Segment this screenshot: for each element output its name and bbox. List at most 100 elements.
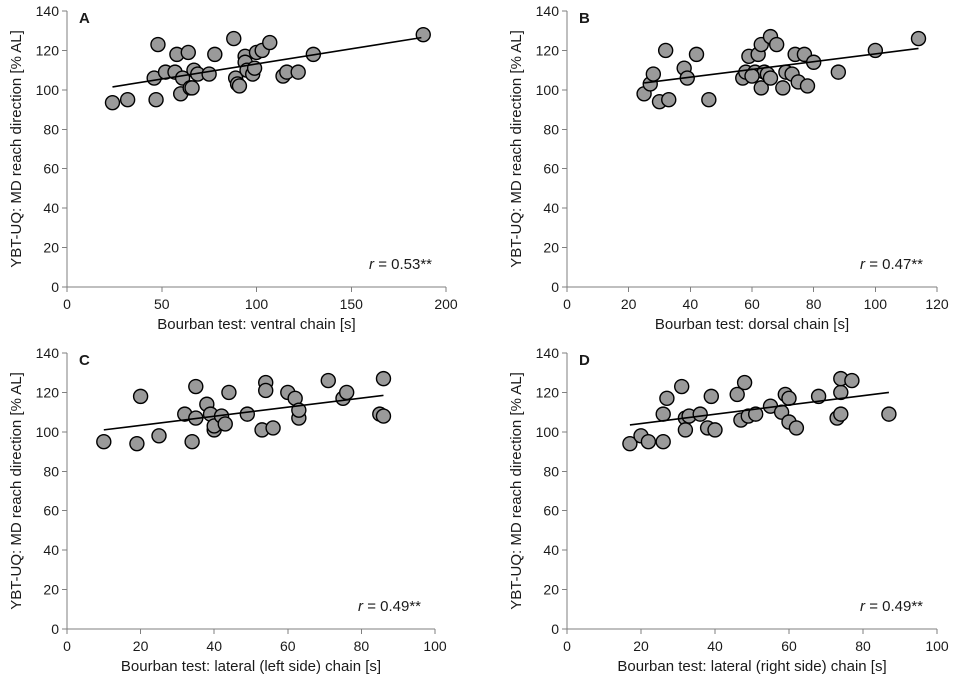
y-axis-title: YBT-UQ: MD reach direction [% AL]: [8, 30, 25, 268]
data-point: [129, 435, 145, 452]
y-tick-label: 40: [43, 542, 59, 558]
y-tick-label: 140: [36, 345, 60, 361]
x-axis-title: Bourban test: ventral chain [s]: [157, 316, 355, 333]
x-tick-label: 60: [744, 296, 760, 312]
correlation-symbol: r: [860, 598, 866, 615]
y-tick-label: 120: [536, 42, 560, 58]
x-tick-label: 100: [925, 638, 949, 654]
data-point: [657, 42, 674, 59]
x-tick-label: 80: [354, 638, 370, 654]
data-point: [148, 92, 164, 108]
data-point: [262, 34, 278, 51]
data-point: [338, 384, 355, 401]
x-tick-label: 120: [925, 296, 949, 312]
y-tick-label: 140: [536, 345, 560, 361]
x-tick-label: 20: [133, 638, 149, 654]
data-point: [701, 92, 717, 108]
data-point: [744, 68, 760, 84]
y-tick-label: 80: [43, 463, 59, 479]
data-point: [867, 42, 884, 59]
y-axis-title: YBT-UQ: MD reach direction [% AL]: [508, 372, 525, 610]
panel-letter: A: [79, 10, 90, 27]
data-point: [132, 388, 149, 405]
data-point: [703, 388, 719, 405]
data-point: [688, 46, 705, 63]
correlation-value: = 0.53**: [374, 256, 432, 273]
data-point: [217, 416, 233, 432]
data-point: [677, 422, 694, 438]
correlation-label: r = 0.49**: [358, 598, 421, 615]
data-point: [645, 66, 662, 82]
data-point: [119, 92, 136, 108]
y-tick-label: 60: [43, 503, 59, 519]
data-point: [188, 378, 204, 395]
data-point: [265, 420, 281, 436]
x-tick-label: 0: [63, 638, 71, 654]
panel-a: 0 20 40 60 80 100 120 140 0 50 100 150 200 Bourban te…: [8, 3, 458, 333]
y-axis-title: YBT-UQ: MD reach direction [% AL]: [8, 372, 25, 610]
data-point: [258, 382, 274, 399]
y-tick-label: 20: [43, 240, 59, 256]
y-tick-label: 60: [43, 161, 59, 177]
data-point: [799, 78, 816, 94]
data-point: [375, 370, 392, 387]
x-tick-label: 0: [63, 296, 71, 312]
data-point: [768, 36, 785, 53]
x-tick-label: 200: [434, 296, 458, 312]
x-tick-label: 80: [806, 296, 822, 312]
x-tick-label: 50: [154, 296, 170, 312]
y-tick-label: 100: [36, 424, 60, 440]
x-tick-label: 100: [245, 296, 269, 312]
y-tick-label: 40: [543, 542, 559, 558]
x-tick-label: 100: [864, 296, 888, 312]
data-point: [231, 78, 248, 94]
y-tick-label: 20: [43, 582, 59, 598]
data-point: [844, 372, 860, 389]
panel-b: 0 20 40 60 80 100 120 140 0 20 40 60 80 100 120 Bourban…: [508, 3, 949, 333]
y-tick-label: 0: [551, 621, 559, 637]
y-tick-label: 80: [543, 463, 559, 479]
y-tick-label: 0: [51, 621, 59, 637]
trend-line: [103, 394, 384, 431]
data-point: [320, 372, 336, 389]
data-point: [415, 26, 431, 43]
x-axis-title: Bourban test: lateral (right side) chain…: [617, 658, 886, 675]
x-tick-label: 80: [855, 638, 871, 654]
correlation-symbol: r: [369, 256, 375, 273]
x-tick-label: 100: [423, 638, 447, 654]
data-point: [640, 434, 657, 450]
x-tick-label: 0: [563, 296, 571, 312]
panel-letter: C: [79, 352, 90, 369]
data-point: [729, 386, 745, 403]
y-tick-label: 100: [536, 424, 560, 440]
y-tick-label: 100: [536, 82, 560, 98]
panel-letter: B: [579, 10, 590, 27]
y-axis-title: YBT-UQ: MD reach direction [% AL]: [508, 30, 525, 268]
x-tick-label: 40: [683, 296, 699, 312]
y-tick-label: 0: [551, 279, 559, 295]
data-point: [201, 66, 217, 82]
y-tick-label: 40: [543, 200, 559, 216]
data-point: [239, 406, 256, 422]
correlation-label: r = 0.53**: [369, 256, 432, 273]
correlation-value: = 0.49**: [865, 598, 923, 615]
y-tick-label: 80: [43, 121, 59, 137]
data-point: [762, 70, 779, 86]
trend-line: [629, 391, 889, 426]
trend-line: [112, 36, 422, 88]
x-tick-label: 20: [621, 296, 637, 312]
data-point: [104, 94, 121, 111]
data-point: [622, 435, 638, 452]
data-point: [180, 44, 196, 61]
data-point: [881, 406, 897, 422]
data-point: [674, 378, 690, 395]
correlation-label: r = 0.47**: [860, 256, 923, 273]
data-point: [707, 422, 723, 438]
data-point: [830, 64, 847, 80]
correlation-label: r = 0.49**: [860, 598, 923, 615]
x-tick-label: 0: [563, 638, 571, 654]
panel-d: 0 20 40 60 80 100 120 140 0 20 40 60 80 100 Bourban te…: [508, 345, 949, 675]
data-point: [207, 46, 223, 63]
x-axis-title: Bourban test: lateral (left side) chain …: [121, 658, 381, 675]
